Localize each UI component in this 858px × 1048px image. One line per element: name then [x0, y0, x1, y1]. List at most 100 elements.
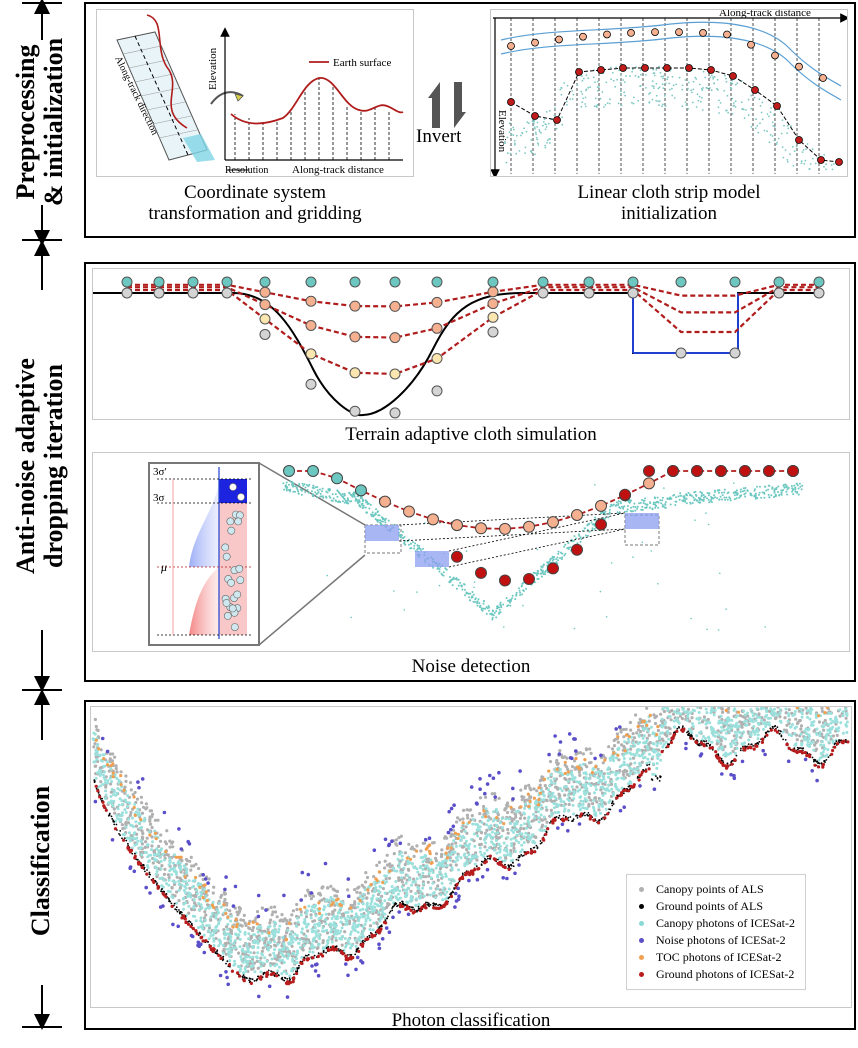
canopy-photon: [239, 955, 243, 959]
canopy-photon: [182, 907, 185, 911]
canopy-photon: [511, 858, 515, 862]
als-canopy-point: [225, 901, 229, 905]
als-canopy-point: [304, 915, 309, 919]
canopy-photon: [561, 773, 565, 777]
als-canopy-point: [331, 911, 335, 915]
cloth-particle: [531, 38, 539, 47]
canopy-photon: [103, 781, 107, 785]
als-canopy-point: [343, 930, 347, 934]
canopy-photon: [469, 857, 472, 861]
noise-point: [690, 617, 692, 620]
photon-point: [701, 109, 704, 111]
canopy-photon: [388, 898, 392, 901]
photon-point: [487, 605, 490, 607]
canopy-photon: [468, 842, 472, 846]
als-canopy-point: [680, 717, 685, 721]
cloth-particle: [747, 40, 755, 49]
inset-photon: [222, 599, 231, 607]
photon-point: [294, 490, 297, 493]
canopy-photon: [800, 712, 804, 716]
canopy-photon: [357, 902, 361, 906]
canopy-photon: [362, 935, 366, 939]
photon-point: [491, 616, 494, 619]
canopy-photon: [563, 807, 567, 811]
canopy-photon: [207, 929, 210, 933]
canopy-photon: [786, 720, 790, 723]
photon-point: [559, 557, 562, 560]
photon-point: [724, 498, 727, 501]
photon-point: [753, 494, 756, 497]
canopy-photon: [604, 780, 607, 784]
canopy-photon: [685, 718, 689, 722]
photon-point: [400, 534, 403, 537]
photon-point: [718, 99, 720, 102]
photon-point: [709, 76, 712, 79]
canopy-photon: [199, 890, 203, 894]
canopy-photon: [529, 836, 533, 840]
cloth-particle: [389, 300, 401, 312]
canopy-photon: [484, 841, 488, 845]
photon-point: [509, 604, 512, 607]
canopy-photon: [410, 883, 413, 887]
als-canopy-point: [506, 804, 510, 808]
canopy-photon: [271, 932, 275, 936]
photon-point: [696, 93, 699, 96]
als-canopy-point: [269, 918, 273, 922]
photon-point: [492, 614, 495, 617]
canopy-photon: [191, 885, 195, 889]
canopy-photon: [335, 915, 339, 919]
photon-point: [342, 495, 345, 498]
photon-point: [708, 501, 711, 504]
canopy-photon: [537, 816, 541, 820]
canopy-photon: [818, 734, 822, 737]
canopy-photon: [664, 740, 668, 744]
cloth-particle: [431, 322, 443, 334]
canopy-photon: [129, 823, 133, 827]
als-canopy-point: [311, 894, 315, 898]
photon-point: [592, 76, 595, 79]
photon-point: [545, 569, 548, 572]
canopy-photon: [562, 800, 566, 804]
canopy-photon: [731, 739, 735, 743]
als-canopy-point: [388, 865, 392, 869]
canopy-photon: [192, 906, 196, 910]
photon-point: [582, 97, 585, 100]
als-canopy-point: [784, 711, 788, 715]
photon-point: [459, 581, 462, 584]
canopy-photon: [638, 764, 642, 768]
canopy-photon: [512, 830, 515, 834]
canopy-photon: [305, 908, 309, 912]
photon-point: [571, 98, 574, 100]
als-canopy-point: [94, 724, 98, 729]
als-canopy-point: [368, 924, 373, 928]
photon-point: [341, 493, 344, 495]
canopy-photon: [128, 836, 132, 840]
photon-point: [784, 149, 787, 152]
canopy-photon: [494, 839, 498, 842]
photon-point: [567, 548, 570, 550]
cloth-particle: [305, 295, 317, 307]
als-canopy-point: [527, 783, 531, 787]
photon-point: [561, 123, 564, 126]
als-canopy-point: [394, 838, 399, 842]
photon-point: [468, 596, 471, 599]
als-canopy-point: [601, 791, 605, 795]
photon-point: [716, 489, 719, 492]
canopy-photon: [583, 806, 587, 810]
photon-point: [627, 500, 630, 503]
terrain-particle: [627, 287, 639, 299]
photon-point: [796, 491, 799, 494]
canopy-photon: [578, 795, 582, 799]
canopy-photon: [440, 881, 444, 885]
photon-point: [401, 530, 404, 533]
als-canopy-point: [665, 734, 669, 738]
photon-point: [561, 116, 563, 119]
canopy-photon: [329, 930, 333, 934]
photon-point: [506, 152, 509, 155]
als-canopy-point: [273, 910, 278, 914]
photon-point: [476, 600, 479, 603]
canopy-photon: [267, 934, 271, 938]
photon-point: [652, 72, 655, 75]
photon-point: [611, 72, 614, 74]
als-canopy-point: [831, 734, 836, 738]
